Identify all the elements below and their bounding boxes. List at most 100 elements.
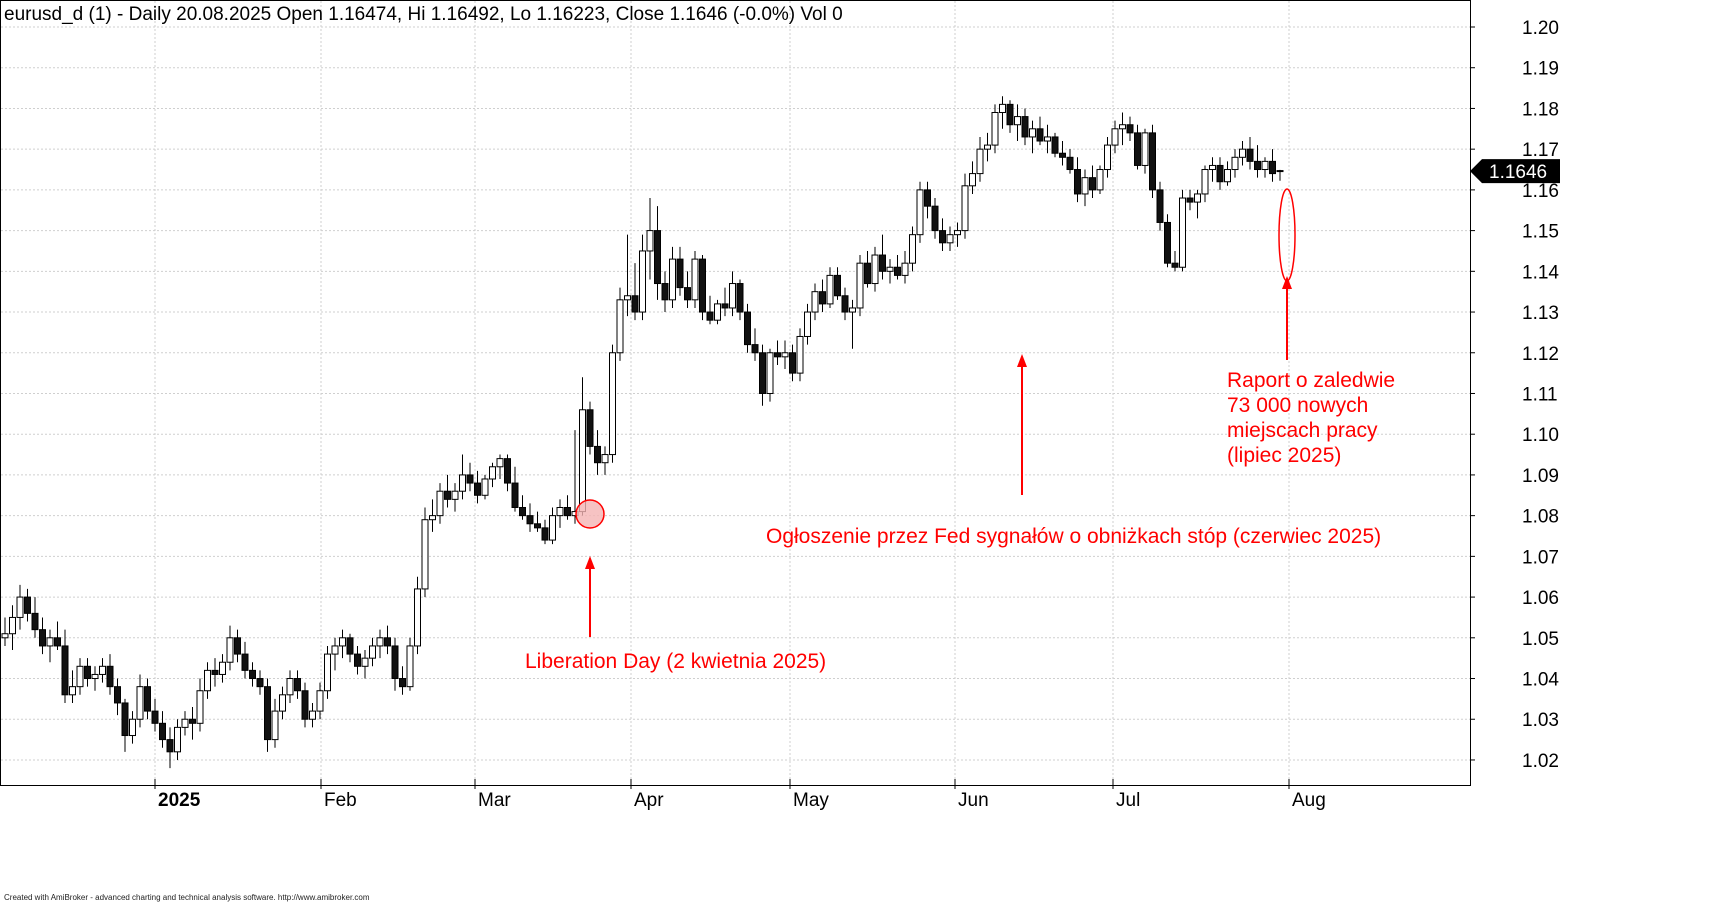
candle-body: [969, 173, 976, 187]
candle-body: [1104, 144, 1111, 171]
candle-body: [954, 230, 961, 236]
candle-body: [624, 295, 631, 301]
candle-body: [556, 506, 564, 517]
candle-body: [159, 722, 166, 741]
candle-body: [864, 262, 871, 285]
candle-body: [76, 665, 84, 688]
y-tick-label: 1.09: [1522, 466, 1559, 487]
candle-body: [316, 690, 324, 712]
candle-body: [766, 352, 774, 394]
x-tick-label: Mar: [478, 790, 511, 811]
jobs-report-label-line: 73 000 nowych: [1227, 394, 1368, 417]
candle-body: [534, 523, 541, 529]
candle-body: [1231, 156, 1239, 171]
candle-body: [1149, 132, 1156, 191]
candle-body: [886, 266, 894, 272]
candle-body: [1246, 148, 1254, 162]
candle-body: [1201, 169, 1209, 195]
candle-body: [84, 665, 91, 680]
candle-body: [384, 637, 391, 647]
candle-body: [564, 506, 571, 517]
x-tick-label: Feb: [324, 790, 357, 811]
chart-title: eurusd_d (1) - Daily 20.08.2025 Open 1.1…: [4, 4, 843, 25]
candle-body: [16, 596, 24, 618]
candle-body: [294, 678, 301, 692]
candle-body: [1066, 156, 1074, 171]
candle-body: [691, 258, 699, 301]
x-tick-label: Jun: [958, 790, 989, 811]
candle-body: [586, 409, 594, 447]
candle-body: [601, 454, 609, 464]
candle-body: [39, 629, 46, 647]
candle-body: [901, 262, 909, 276]
candle-body: [496, 458, 504, 468]
candles-group: [1, 96, 1284, 769]
candle-body: [706, 311, 714, 321]
candle-body: [1224, 169, 1231, 183]
candle-body: [1014, 116, 1021, 126]
candle-body: [1171, 262, 1179, 268]
last-price-label: 1.1646: [1489, 162, 1547, 183]
candle-body: [736, 283, 744, 313]
candle-body: [1036, 128, 1044, 142]
candle-body: [166, 739, 174, 753]
candle-body: [466, 474, 474, 484]
candle-body: [241, 653, 249, 671]
candle-body: [61, 645, 69, 696]
candle-body: [204, 669, 211, 692]
candle-body: [144, 686, 151, 712]
candle-body: [1269, 160, 1276, 175]
candle-body: [249, 669, 256, 680]
y-tick-label: 1.16: [1522, 181, 1559, 202]
candle-body: [414, 588, 421, 647]
candle-body: [1254, 160, 1261, 171]
liberation-day-arrow-head: [585, 556, 595, 569]
candle-body: [354, 653, 361, 667]
candle-body: [639, 250, 646, 313]
candle-body: [331, 645, 339, 655]
candle-body: [984, 144, 991, 150]
y-tick-label: 1.15: [1522, 222, 1559, 243]
candle-body: [369, 645, 376, 659]
candle-body: [1216, 164, 1224, 183]
candle-body: [361, 657, 369, 667]
y-tick-label: 1.04: [1522, 670, 1559, 691]
candle-body: [924, 189, 931, 207]
candle-body: [106, 665, 114, 688]
y-tick-label: 1.10: [1522, 425, 1559, 446]
candle-body: [1, 633, 9, 639]
candle-body: [436, 490, 444, 517]
candle-body: [1029, 128, 1036, 138]
candle-body: [879, 254, 886, 272]
fed-signals-arrow-head: [1017, 354, 1027, 367]
candle-body: [856, 262, 864, 309]
y-tick-label: 1.14: [1522, 262, 1559, 283]
candle-body: [579, 409, 586, 513]
candle-body: [616, 299, 624, 354]
candle-body: [1261, 160, 1269, 171]
y-tick-label: 1.19: [1522, 59, 1559, 80]
candle-body: [1141, 132, 1149, 166]
candle-body: [811, 291, 819, 313]
candle-body: [1081, 177, 1089, 195]
candle-body: [1126, 124, 1134, 134]
candle-body: [834, 274, 841, 297]
candle-body: [339, 637, 346, 647]
y-tick-label: 1.07: [1522, 547, 1559, 568]
candle-body: [1179, 197, 1186, 268]
candle-body: [789, 352, 796, 374]
candle-body: [796, 335, 804, 374]
candle-body: [511, 482, 519, 508]
candle-body: [999, 103, 1006, 114]
candle-body: [226, 637, 234, 663]
candle-body: [1059, 152, 1066, 158]
candle-body: [1134, 132, 1141, 166]
candle-body: [849, 307, 856, 313]
liberation-day-highlight: [575, 499, 605, 529]
candle-body: [219, 661, 226, 675]
candle-body: [376, 637, 384, 647]
candle-body: [1164, 221, 1171, 264]
y-tick-label: 1.02: [1522, 751, 1559, 772]
